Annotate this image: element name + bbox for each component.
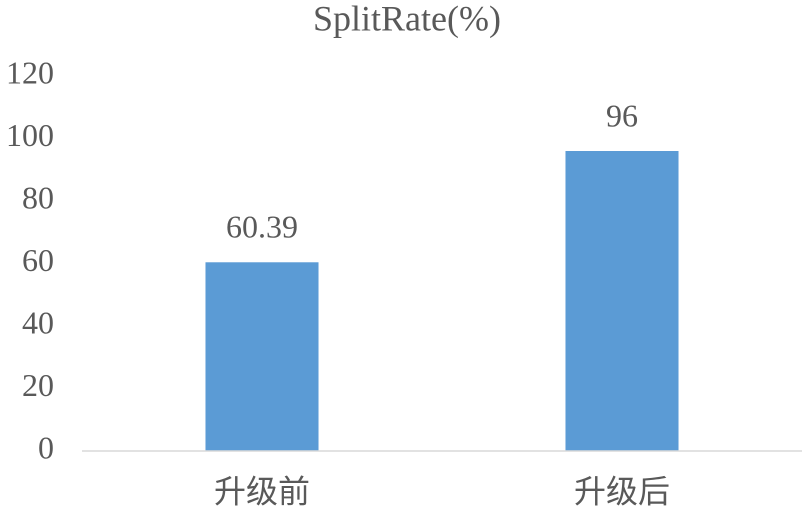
bar bbox=[205, 262, 319, 451]
y-tick-label: 20 bbox=[22, 367, 54, 403]
y-tick-label: 80 bbox=[22, 179, 54, 215]
y-tick-label: 40 bbox=[22, 304, 54, 340]
bar bbox=[565, 151, 679, 451]
y-tick-label: 60 bbox=[22, 242, 54, 278]
data-label: 60.39 bbox=[226, 209, 298, 245]
chart-title: SplitRate(%) bbox=[313, 0, 501, 38]
data-label: 96 bbox=[606, 97, 638, 133]
x-tick-label: 升级前 bbox=[214, 473, 310, 509]
x-tick-label: 升级后 bbox=[574, 473, 670, 509]
y-tick-label: 100 bbox=[6, 117, 54, 153]
y-tick-label: 120 bbox=[6, 54, 54, 90]
y-tick-label: 0 bbox=[38, 429, 54, 465]
